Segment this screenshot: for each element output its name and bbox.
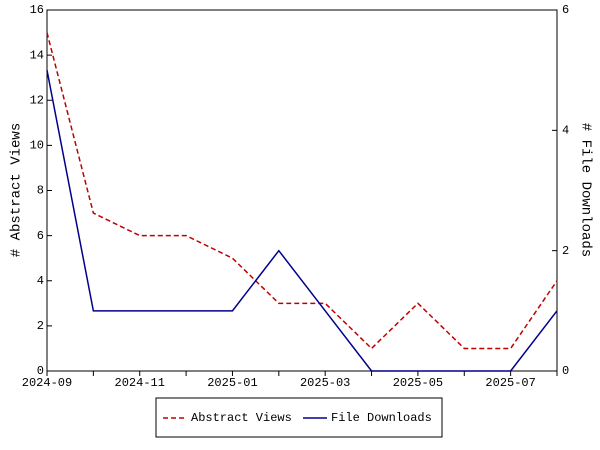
x-tick-label: 2025-05 (393, 376, 443, 390)
legend-label: Abstract Views (191, 411, 292, 425)
series-line (46, 32, 558, 350)
legend-label: File Downloads (331, 411, 432, 425)
x-tick-label: 2025-07 (485, 376, 535, 390)
x-tick-label: 2024-09 (22, 376, 72, 390)
y2-tick-label: 2 (562, 244, 569, 258)
x-tick-label: 2025-03 (300, 376, 350, 390)
x-tick-label: 2025-01 (207, 376, 257, 390)
y2-tick-label: 0 (562, 364, 569, 378)
y-axis-label: # Abstract Views (9, 123, 25, 257)
y-tick-label: 16 (30, 3, 44, 17)
y2-tick-label: 4 (562, 124, 569, 138)
y-tick-label: 4 (37, 274, 44, 288)
y-tick-label: 10 (30, 139, 44, 153)
y-tick-label: 14 (30, 48, 44, 62)
y-tick-label: 12 (30, 93, 44, 107)
y-tick-label: 2 (37, 319, 44, 333)
x-tick-label: 2024-11 (115, 376, 165, 390)
plot-frame (46, 9, 558, 372)
y-tick-label: 8 (37, 184, 44, 198)
y-tick-label: 0 (37, 364, 44, 378)
y2-tick-label: 6 (562, 3, 569, 17)
y-tick-label: 6 (37, 229, 44, 243)
series-line (46, 70, 558, 372)
legend-box (155, 397, 443, 438)
y2-axis-label: # File Downloads (577, 123, 593, 257)
